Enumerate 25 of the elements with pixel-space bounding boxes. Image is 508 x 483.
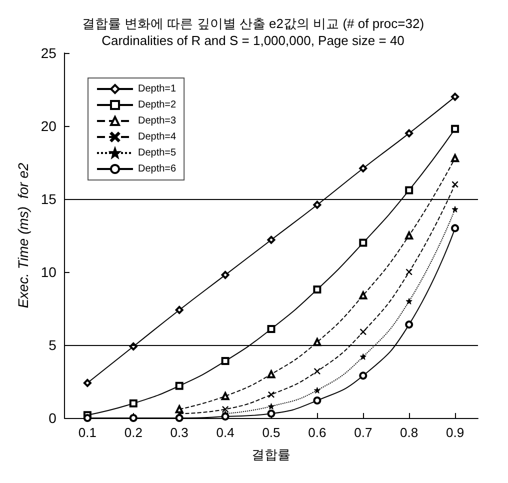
y-tick-label: 15: [40, 191, 57, 207]
y-tick-label: 0: [48, 410, 57, 426]
x-tick-label: 0.4: [216, 425, 234, 440]
x-tick-label: 0.1: [78, 425, 96, 440]
x-tick-label: 0.5: [262, 425, 280, 440]
x-tick-label: 0.3: [170, 425, 188, 440]
y-tick-label: 25: [40, 45, 57, 61]
x-tick-label: 0.8: [400, 425, 418, 440]
legend-label: Depth=1: [138, 84, 177, 94]
x-tick-label: 0.7: [354, 425, 372, 440]
legend-label: Depth=3: [138, 116, 177, 126]
y-tick-label: 5: [48, 337, 57, 353]
chart-subtitle: Cardinalities of R and S = 1,000,000, Page size = 40: [102, 33, 404, 48]
y-axis-title: Exec. Time (ms) for e2: [15, 162, 31, 308]
legend-label: Depth=2: [138, 100, 177, 110]
legend-label: Depth=4: [138, 132, 177, 142]
y-tick-label: 20: [40, 118, 57, 134]
x-tick-label: 0.6: [308, 425, 326, 440]
legend-label: Depth=5: [138, 148, 177, 158]
x-tick-label: 0.9: [446, 425, 464, 440]
legend-label: Depth=6: [138, 164, 177, 174]
x-tick-label: 0.2: [124, 425, 142, 440]
chart-title: 결합률 변화에 따른 깊이별 산출 e2값의 비교 (# of proc=32): [82, 16, 424, 31]
x-axis-title: 결합률: [252, 447, 291, 462]
y-tick-label: 10: [40, 264, 57, 280]
